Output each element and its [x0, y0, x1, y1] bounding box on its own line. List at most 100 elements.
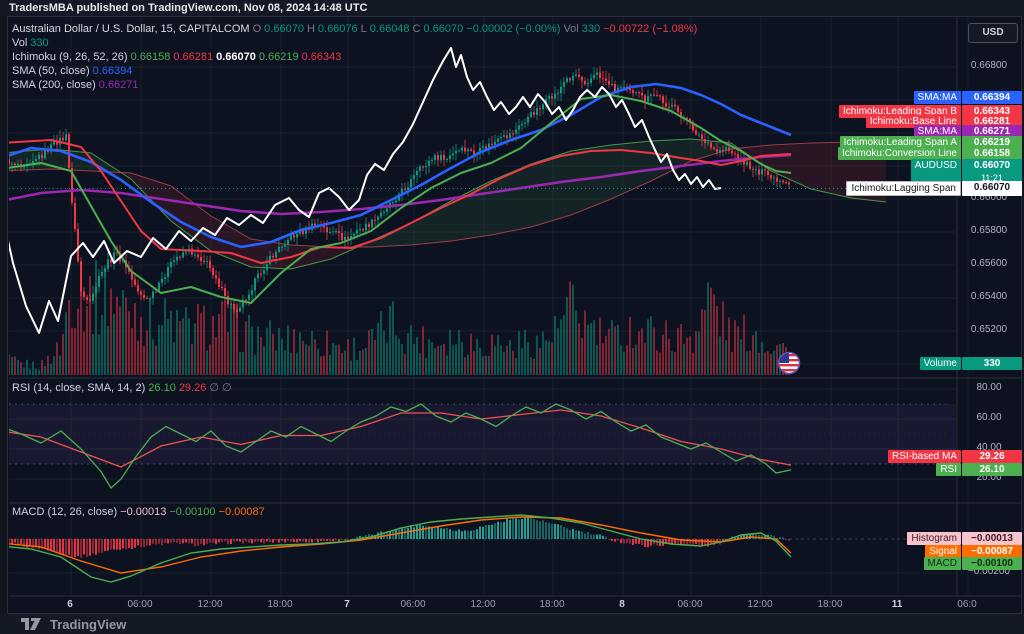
- price-tick: 20.00: [976, 472, 1002, 483]
- legend-row-volume[interactable]: Vol 330: [12, 37, 52, 49]
- legend-row-macd[interactable]: MACD (12, 26, close) −0.00013 −0.00100 −0.0…: [12, 506, 268, 518]
- legend-segment: 330: [581, 23, 601, 35]
- price-tag-last-price-label: AUDUSD: [910, 159, 961, 185]
- legend-segment: SMA (200, close): [12, 79, 96, 91]
- legend-segment: −0.00722 (−1.08%): [603, 23, 698, 35]
- price-tag-base-line-label: Ichimoku:Base Line: [865, 115, 961, 128]
- legend-segment: MACD (12, 26, close): [12, 506, 118, 518]
- price-tick: 0.66800: [970, 60, 1008, 71]
- macd-tag-macd-value: −0.00100: [962, 557, 1022, 570]
- rsi-pane[interactable]: [8, 403, 956, 490]
- time-tick: 06:00: [400, 599, 426, 610]
- legend-segment: 0.66158: [130, 51, 171, 63]
- macd-line: [9, 514, 792, 583]
- time-tick: 8: [619, 599, 625, 610]
- legend-segment: C: [412, 23, 421, 35]
- published-note: TradersMBA published on TradingView.com,…: [0, 0, 1024, 16]
- time-tick: 12:00: [197, 599, 223, 610]
- legend-row-ichimoku[interactable]: Ichimoku (9, 26, 52, 26) 0.66158 0.66281 0.…: [12, 51, 344, 63]
- legend-segment: −0.00013: [120, 506, 167, 518]
- price-tick: 0.65200: [970, 324, 1008, 335]
- legend-row-symbol[interactable]: Australian Dollar / U.S. Dollar, 15, CAP…: [12, 23, 700, 35]
- time-tick: 6: [67, 599, 73, 610]
- legend-row-sma200[interactable]: SMA (200, close) 0.66271: [12, 79, 142, 91]
- legend-segment: 0.66343: [301, 51, 342, 63]
- legend-row-sma50[interactable]: SMA (50, close) 0.66394: [12, 65, 135, 77]
- rsi-tag-ma-value: 29.26: [962, 450, 1022, 463]
- chart-canvas[interactable]: [8, 17, 1023, 615]
- price-tag-base-line-value: 0.66281: [962, 115, 1022, 128]
- legend-segment: 26.10: [148, 382, 176, 394]
- usd-flag-icon: [777, 351, 801, 375]
- macd-tag-macd: MACD −0.00100: [923, 557, 1022, 570]
- macd-tag-signal-label: Signal: [925, 545, 961, 558]
- currency-button[interactable]: USD: [968, 23, 1018, 43]
- price-tag-sma200-value: 0.66271: [962, 125, 1022, 138]
- macd-tag-histogram-label: Histogram: [907, 532, 961, 545]
- tradingview-logo-icon[interactable]: [20, 617, 42, 631]
- rsi-tag-rsi-label: RSI: [936, 463, 961, 476]
- legend-segment: L: [360, 23, 367, 35]
- price-tag-sma50-value: 0.66394: [962, 91, 1022, 104]
- time-tick: 18:00: [817, 599, 843, 610]
- ichimoku-base-line: [9, 139, 792, 264]
- price-tick: −0.00200: [968, 566, 1010, 577]
- ichimoku-lagging-span-line: [9, 47, 722, 334]
- price-tag-last-price-time: 11:21: [981, 173, 1003, 183]
- macd-tag-macd-label: MACD: [923, 557, 961, 570]
- macd-tag-signal: Signal −0.00087: [925, 545, 1022, 558]
- macd-pane[interactable]: [8, 514, 956, 583]
- price-tick: 80.00: [976, 382, 1002, 393]
- legend-segment: 0.66070: [216, 51, 256, 63]
- time-tick: 7: [344, 599, 350, 610]
- price-tag-leading-span-a-label: Ichimoku:Leading Span A: [839, 136, 961, 149]
- time-tick: 18:00: [539, 599, 565, 610]
- legend-segment: −0.00100: [169, 506, 216, 518]
- legend-row-rsi[interactable]: RSI (14, close, SMA, 14, 2) 26.10 29.26 ∅ ∅: [12, 381, 235, 394]
- main-pane[interactable]: [8, 47, 956, 375]
- rsi-tag-ma: RSI-based MA 29.26: [887, 450, 1022, 463]
- macd-signal-line: [9, 516, 792, 574]
- legend-segment: 0.66076: [317, 23, 358, 35]
- price-tag-leading-span-b-label: Ichimoku:Leading Span B: [839, 105, 961, 118]
- price-tick: 0.66000: [970, 192, 1008, 203]
- legend-segment: Vol: [12, 37, 28, 49]
- price-tag-conversion-line-value: 0.66158: [962, 147, 1022, 160]
- price-tag-leading-span-b-value: 0.66343: [962, 105, 1022, 118]
- legend-segment: Ichimoku (9, 26, 52, 26): [12, 51, 128, 63]
- time-tick: 11: [891, 599, 903, 610]
- time-tick: 12:00: [470, 599, 496, 610]
- sma50-line: [9, 82, 792, 249]
- price-tag-sma50-label: SMA:MA: [913, 91, 961, 104]
- price-tag-sma200: SMA:MA 0.66271: [913, 125, 1022, 138]
- legend-segment: 0.66048: [369, 23, 410, 35]
- legend-segment: ∅ ∅: [209, 382, 232, 394]
- legend-segment: 0.66281: [173, 51, 214, 63]
- volume-bars: [9, 260, 790, 375]
- price-tag-base-line: Ichimoku:Base Line 0.66281: [865, 115, 1022, 128]
- price-tag-lagging-span-label: Ichimoku:Lagging Span: [846, 181, 961, 196]
- volume-tag-label: Volume: [919, 357, 961, 370]
- time-tick: 06:00: [127, 599, 153, 610]
- price-tag-last-price-value: 0.66070 11:21: [962, 159, 1022, 185]
- volume-tag: Volume 330: [919, 357, 1022, 370]
- legend-segment: H: [306, 23, 315, 35]
- rsi-tag-rsi-value: 26.10: [962, 463, 1022, 476]
- price-tag-lagging-span: Ichimoku:Lagging Span 0.66070: [846, 181, 1022, 196]
- legend-segment: −0.00087: [218, 506, 265, 518]
- price-tag-last-price: AUDUSD 0.66070 11:21: [910, 159, 1022, 185]
- price-tick: 40.00: [976, 442, 1002, 453]
- price-tag-conversion-line-label: Ichimoku:Conversion Line: [837, 147, 961, 160]
- rsi-line: [9, 403, 792, 490]
- legend-segment: Australian Dollar / U.S. Dollar, 15, CAP…: [12, 23, 250, 35]
- macd-tag-histogram: Histogram −0.00013: [907, 532, 1022, 545]
- price-tag-leading-span-b: Ichimoku:Leading Span B 0.66343: [839, 105, 1022, 118]
- ichimoku-conversion-line: [9, 94, 792, 304]
- time-tick: 06:0: [957, 599, 977, 610]
- time-tick: 06:00: [677, 599, 703, 610]
- candles: [9, 66, 790, 319]
- price-tick: 0.65600: [970, 258, 1008, 269]
- footer-brand[interactable]: TradingView: [50, 616, 127, 632]
- legend-segment: RSI (14, close, SMA, 14, 2): [12, 382, 146, 394]
